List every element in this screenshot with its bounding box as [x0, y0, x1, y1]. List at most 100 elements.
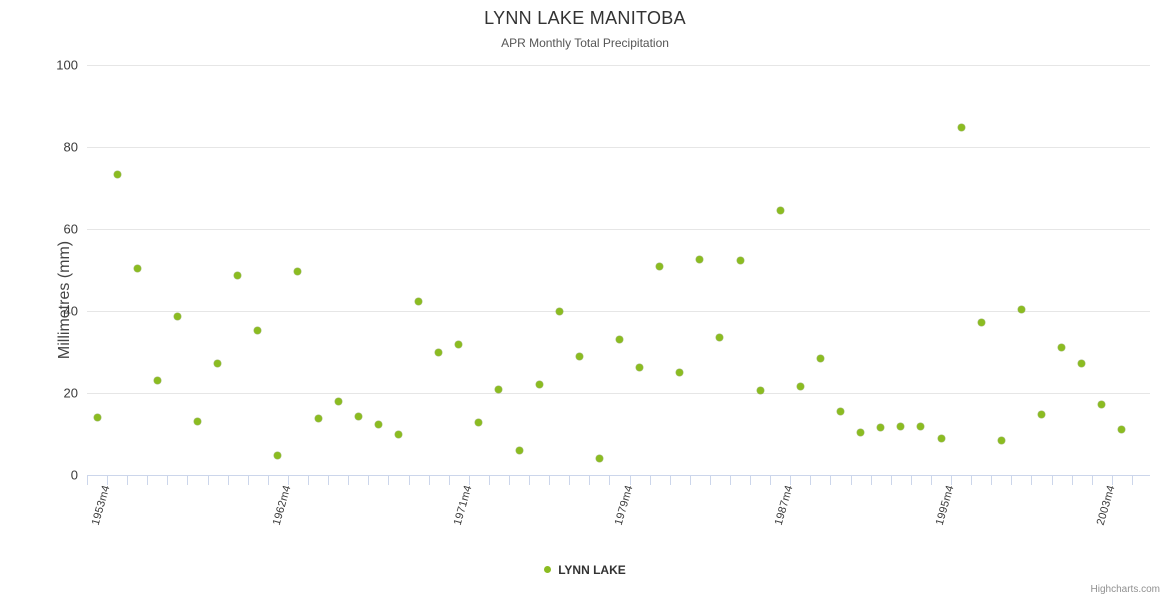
x-axis-tick [87, 476, 88, 485]
x-axis-tick [609, 476, 611, 485]
data-point[interactable] [897, 423, 905, 431]
x-axis-tick-label: 1987m4 [772, 484, 796, 527]
data-point[interactable] [374, 420, 382, 428]
data-point[interactable] [917, 422, 925, 430]
data-point[interactable] [575, 353, 583, 361]
x-axis-tick [508, 476, 510, 485]
x-axis-tick [689, 476, 691, 485]
x-axis-tick [187, 476, 189, 485]
data-point[interactable] [756, 387, 764, 395]
data-point[interactable] [837, 407, 845, 415]
x-axis-tick-label: 1971m4 [451, 484, 475, 527]
x-axis-tick [147, 476, 149, 485]
data-point[interactable] [354, 413, 362, 421]
data-point[interactable] [1017, 306, 1025, 314]
data-point[interactable] [475, 419, 483, 427]
data-point[interactable] [857, 428, 865, 436]
y-axis-tick-label: 20 [63, 385, 78, 401]
x-axis-tick [388, 476, 390, 485]
data-point[interactable] [616, 336, 623, 344]
credits-link[interactable]: Highcharts.com [1090, 584, 1160, 595]
x-axis-tick-label: 1979m4 [612, 484, 636, 527]
data-point[interactable] [796, 382, 804, 390]
data-point[interactable] [716, 334, 724, 342]
data-point[interactable] [997, 436, 1005, 444]
data-point[interactable] [977, 318, 985, 326]
x-axis-tick [247, 476, 249, 485]
legend-item[interactable]: LYNN LAKE [544, 563, 626, 577]
x-axis-tick [1011, 476, 1013, 485]
data-point[interactable] [495, 386, 503, 394]
x-axis-tick [569, 476, 571, 485]
data-point[interactable] [334, 397, 342, 405]
data-point[interactable] [816, 355, 824, 363]
gridline [87, 393, 1150, 394]
gridline [87, 311, 1150, 312]
data-point[interactable] [435, 348, 443, 356]
x-axis-tick [107, 476, 109, 485]
data-point[interactable] [736, 257, 744, 265]
data-point[interactable] [696, 256, 704, 264]
x-axis-tick [1111, 476, 1113, 485]
x-axis-line [87, 475, 1150, 476]
data-point[interactable] [1078, 359, 1086, 367]
x-axis-tick [1051, 476, 1053, 485]
data-point[interactable] [937, 435, 945, 443]
data-point[interactable] [877, 424, 885, 432]
x-axis-tick [448, 476, 450, 485]
data-point[interactable] [515, 446, 523, 454]
chart-title: LYNN LAKE MANITOBA [484, 8, 686, 28]
x-axis-tick [167, 476, 169, 485]
gridline [87, 147, 1150, 148]
data-point[interactable] [1118, 425, 1126, 433]
data-point[interactable] [274, 451, 282, 459]
x-axis-tick [709, 476, 711, 485]
x-axis-tick [930, 476, 932, 485]
data-point[interactable] [1098, 401, 1106, 409]
data-point[interactable] [314, 414, 322, 422]
x-axis-tick [870, 476, 872, 485]
data-point[interactable] [133, 264, 141, 272]
x-axis-tick [328, 476, 330, 485]
data-point[interactable] [113, 170, 121, 178]
x-axis-tick [1131, 476, 1133, 485]
data-point[interactable] [394, 430, 402, 438]
x-axis-tick [810, 476, 812, 485]
data-point[interactable] [254, 326, 262, 334]
x-axis-tick [368, 476, 370, 485]
data-point[interactable] [194, 417, 202, 425]
data-point[interactable] [1037, 411, 1045, 419]
data-point[interactable] [93, 413, 101, 421]
data-point[interactable] [535, 380, 543, 388]
x-axis-tick [488, 476, 490, 485]
x-axis-tick [991, 476, 993, 485]
data-point[interactable] [234, 272, 242, 280]
x-axis-tick [348, 476, 350, 485]
data-point[interactable] [555, 307, 563, 315]
x-axis-tick [549, 476, 551, 485]
y-axis-tick-label: 0 [70, 467, 78, 483]
data-point[interactable] [1058, 344, 1066, 352]
x-axis-tick [267, 476, 269, 485]
data-point[interactable] [214, 359, 222, 367]
data-point[interactable] [776, 207, 784, 215]
x-axis-tick [890, 476, 892, 485]
data-point[interactable] [595, 455, 603, 463]
data-point[interactable] [636, 364, 644, 372]
data-point[interactable] [173, 312, 181, 320]
data-point[interactable] [656, 262, 664, 270]
data-point[interactable] [415, 298, 423, 306]
x-axis-tick [951, 476, 953, 485]
x-axis-tick-label: 1962m4 [270, 484, 294, 527]
x-axis-tick [669, 476, 671, 485]
x-axis-tick-label: 1995m4 [933, 484, 957, 527]
data-point[interactable] [455, 341, 463, 349]
x-axis-tick [750, 476, 752, 485]
x-axis-tick [850, 476, 852, 485]
x-axis-tick [408, 476, 410, 485]
data-point[interactable] [676, 368, 684, 376]
plot-area [87, 65, 1150, 476]
data-point[interactable] [294, 268, 302, 276]
data-point[interactable] [957, 123, 965, 131]
data-point[interactable] [153, 377, 161, 385]
